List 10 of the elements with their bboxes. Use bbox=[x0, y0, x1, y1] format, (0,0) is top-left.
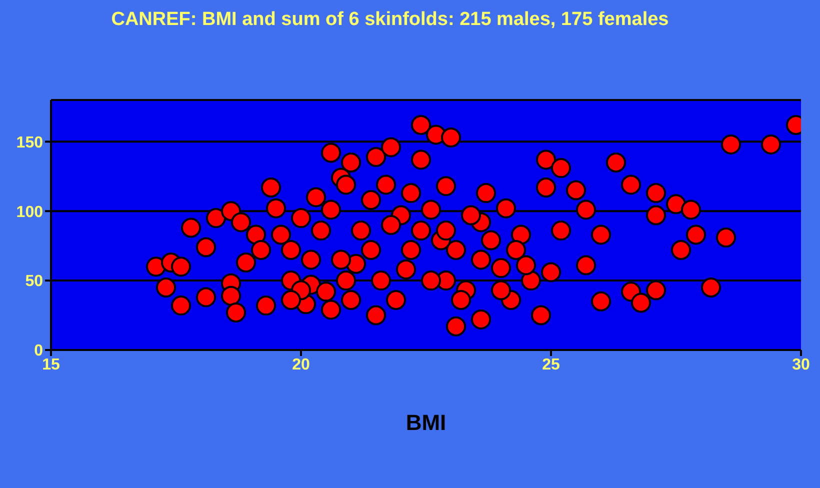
y-tick-label: 50 bbox=[25, 273, 44, 290]
y-tick-label: 0 bbox=[34, 342, 44, 360]
x-tick-label: 30 bbox=[792, 356, 810, 374]
x-tick-label: 20 bbox=[292, 356, 310, 374]
y-tick-label: 100 bbox=[16, 204, 44, 221]
x-tick-label: 15 bbox=[42, 356, 60, 374]
x-axis-title: BMI bbox=[404, 410, 448, 436]
x-tick-label: 25 bbox=[542, 356, 560, 374]
y-tick-label: 150 bbox=[16, 134, 44, 152]
chart-title: CANREF: BMI and sum of 6 skinfolds: 215 males, 175 females bbox=[110, 8, 670, 32]
